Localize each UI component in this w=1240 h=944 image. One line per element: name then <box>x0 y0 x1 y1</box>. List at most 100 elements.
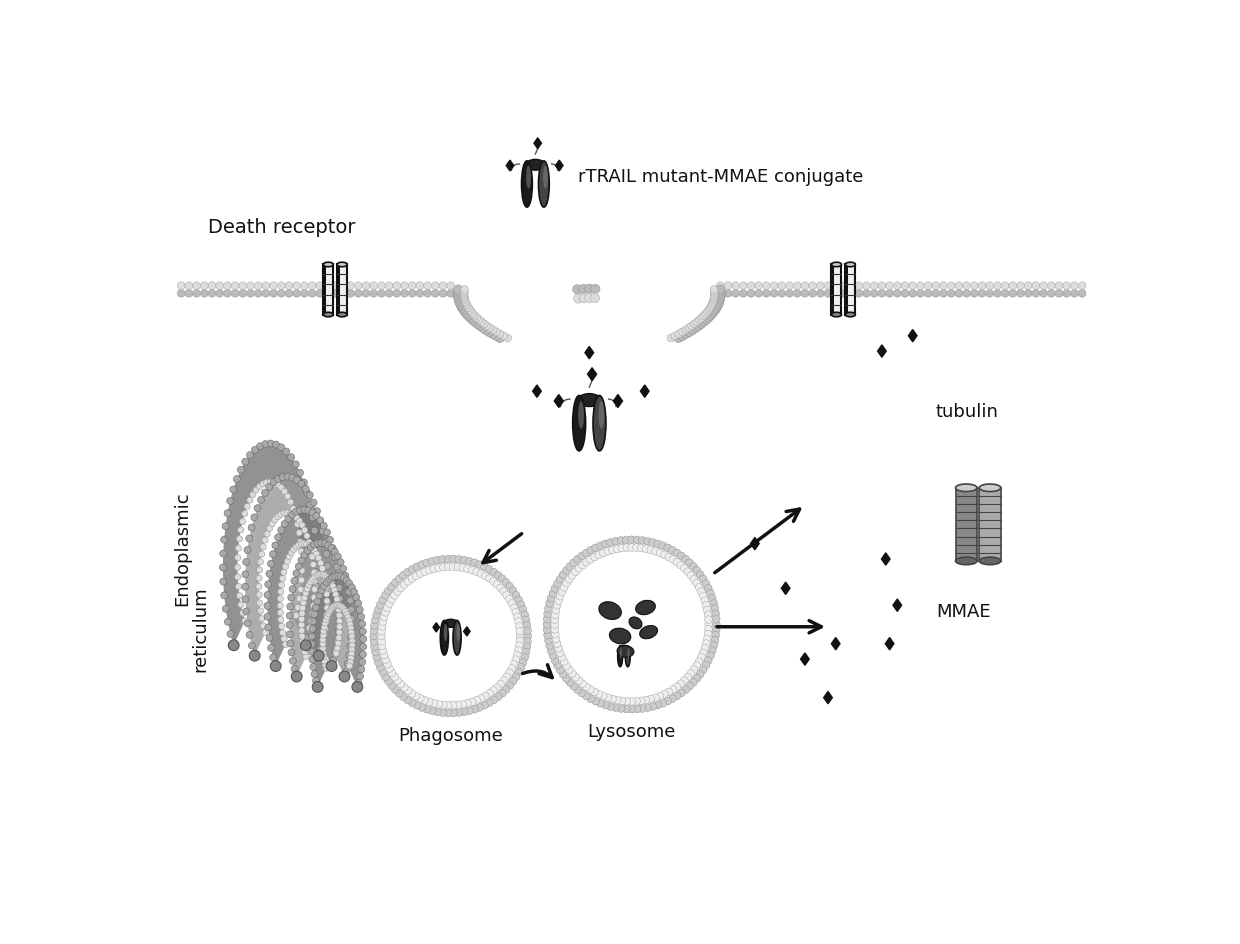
Circle shape <box>474 314 481 322</box>
Circle shape <box>310 618 316 625</box>
Circle shape <box>693 675 701 683</box>
Circle shape <box>1063 290 1070 298</box>
Circle shape <box>347 282 355 290</box>
Circle shape <box>309 545 315 551</box>
Circle shape <box>234 555 241 561</box>
Circle shape <box>454 701 461 709</box>
Circle shape <box>703 607 711 615</box>
Circle shape <box>490 687 497 695</box>
Circle shape <box>360 644 367 650</box>
Circle shape <box>227 497 233 505</box>
Circle shape <box>309 554 315 560</box>
Circle shape <box>978 290 986 298</box>
Circle shape <box>634 705 641 713</box>
Circle shape <box>358 659 366 666</box>
Circle shape <box>201 282 208 290</box>
Circle shape <box>839 290 847 298</box>
Circle shape <box>322 578 329 584</box>
Circle shape <box>309 641 315 648</box>
Circle shape <box>286 640 294 648</box>
Ellipse shape <box>444 619 458 628</box>
Circle shape <box>279 474 286 481</box>
Circle shape <box>551 657 559 665</box>
Circle shape <box>712 611 719 618</box>
Circle shape <box>704 616 712 624</box>
Circle shape <box>300 644 306 650</box>
Circle shape <box>372 616 379 624</box>
Circle shape <box>288 649 295 656</box>
Circle shape <box>549 652 557 660</box>
Circle shape <box>281 636 288 642</box>
Circle shape <box>622 536 630 544</box>
Circle shape <box>221 536 228 544</box>
Bar <box>337 265 347 315</box>
Circle shape <box>332 592 339 598</box>
Circle shape <box>472 697 481 704</box>
Circle shape <box>252 652 258 660</box>
Circle shape <box>786 290 794 298</box>
Circle shape <box>794 282 801 290</box>
Circle shape <box>356 607 363 614</box>
Circle shape <box>691 576 698 583</box>
Circle shape <box>711 286 718 294</box>
Circle shape <box>689 563 697 571</box>
Circle shape <box>379 618 387 626</box>
Circle shape <box>832 282 839 290</box>
Polygon shape <box>823 692 832 704</box>
Circle shape <box>678 332 687 341</box>
Circle shape <box>993 290 1001 298</box>
Circle shape <box>274 476 281 483</box>
Circle shape <box>494 683 501 692</box>
Circle shape <box>467 316 477 325</box>
Circle shape <box>479 324 487 333</box>
Circle shape <box>642 546 650 553</box>
Circle shape <box>523 638 532 646</box>
Circle shape <box>321 632 327 638</box>
Circle shape <box>634 536 641 544</box>
Circle shape <box>467 309 475 316</box>
Circle shape <box>460 293 467 300</box>
Circle shape <box>632 544 640 552</box>
Circle shape <box>330 657 337 664</box>
Ellipse shape <box>453 621 461 655</box>
Circle shape <box>345 615 351 621</box>
Circle shape <box>677 552 686 560</box>
Circle shape <box>393 290 401 298</box>
Circle shape <box>249 492 255 498</box>
Circle shape <box>312 541 319 548</box>
Circle shape <box>299 522 305 529</box>
Circle shape <box>391 592 398 599</box>
Circle shape <box>339 290 347 298</box>
Circle shape <box>293 514 299 520</box>
Circle shape <box>306 492 314 499</box>
Circle shape <box>335 553 341 561</box>
Circle shape <box>619 545 626 552</box>
Circle shape <box>384 587 392 595</box>
Circle shape <box>713 302 722 311</box>
Circle shape <box>260 623 267 630</box>
Circle shape <box>418 704 425 712</box>
Circle shape <box>314 598 321 605</box>
Circle shape <box>439 290 446 298</box>
Circle shape <box>310 664 316 670</box>
Circle shape <box>255 583 262 590</box>
Circle shape <box>348 638 355 645</box>
Circle shape <box>557 666 564 674</box>
Bar <box>980 488 1001 562</box>
Circle shape <box>515 618 522 626</box>
Circle shape <box>417 570 424 578</box>
Circle shape <box>432 282 439 290</box>
Circle shape <box>322 626 329 632</box>
Circle shape <box>553 662 562 669</box>
Circle shape <box>699 666 707 674</box>
Circle shape <box>348 643 355 649</box>
Circle shape <box>336 630 342 635</box>
Circle shape <box>611 538 620 546</box>
Circle shape <box>599 549 608 557</box>
Circle shape <box>516 623 523 631</box>
Circle shape <box>686 683 693 690</box>
Circle shape <box>304 533 310 539</box>
Circle shape <box>346 663 352 669</box>
Circle shape <box>909 290 916 298</box>
Circle shape <box>335 601 341 608</box>
